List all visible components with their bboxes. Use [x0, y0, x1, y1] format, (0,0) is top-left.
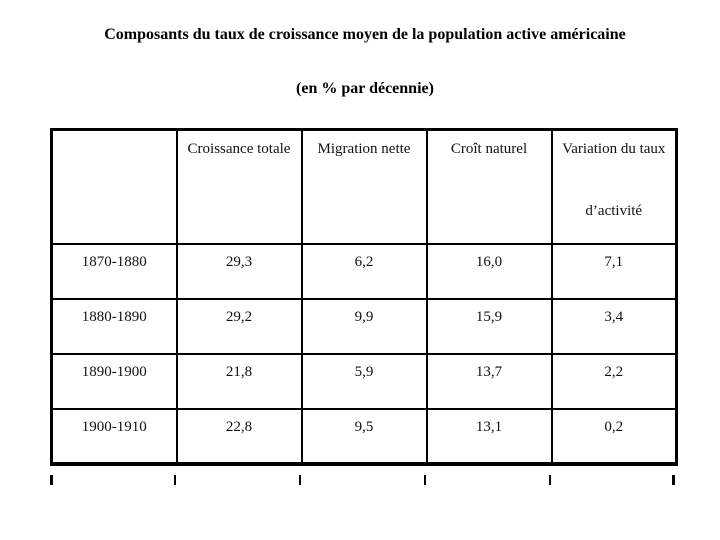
cutoff-row-rule: [549, 475, 551, 485]
col-header-croit-naturel: Croît naturel: [425, 128, 553, 245]
table-cell: 29,2: [175, 297, 303, 355]
col-header-label: Migration nette: [317, 141, 411, 157]
col-header-migration-nette: Migration nette: [300, 128, 428, 245]
table-cell: 7,1: [550, 242, 678, 300]
table-cell: 13,7: [425, 352, 553, 410]
growth-components-table: Croissance totale Migration nette Croît …: [50, 128, 678, 466]
cutoff-row-rule: [672, 475, 675, 485]
col-header-label-line2: d’activité: [585, 203, 643, 219]
col-header-label: Croît naturel: [450, 141, 528, 157]
table-cell: 15,9: [425, 297, 553, 355]
cutoff-row-rule: [174, 475, 176, 485]
row-label: 1870-1880: [50, 242, 178, 300]
table-row: 1890-1900 21,8 5,9 13,7 2,2: [50, 352, 678, 410]
page-title: Composants du taux de croissance moyen d…: [104, 26, 626, 43]
table-cell: 9,9: [300, 297, 428, 355]
page-subtitle: (en % par décennie): [296, 80, 434, 97]
row-label: 1890-1900: [50, 352, 178, 410]
table-row: 1870-1880 29,3 6,2 16,0 7,1: [50, 242, 678, 300]
table-row: 1880-1890 29,2 9,9 15,9 3,4: [50, 297, 678, 355]
table-cell: 6,2: [300, 242, 428, 300]
table-cell: 21,8: [175, 352, 303, 410]
table-cell: 16,0: [425, 242, 553, 300]
table-cell: 9,5: [300, 407, 428, 465]
table-cell: 3,4: [550, 297, 678, 355]
table-row: 1900-1910 22,8 9,5 13,1 0,2: [50, 407, 678, 465]
cutoff-row-rule: [50, 475, 53, 485]
table-cell: 5,9: [300, 352, 428, 410]
header-row: Croissance totale Migration nette Croît …: [50, 128, 678, 245]
row-label: 1880-1890: [50, 297, 178, 355]
corner-cell: [50, 128, 178, 245]
col-header-croissance-totale: Croissance totale: [175, 128, 303, 245]
table-cell: 29,3: [175, 242, 303, 300]
row-label: 1900-1910: [50, 407, 178, 465]
col-header-variation-taux-activite: Variation du taux d’activité: [550, 128, 678, 245]
table-cell: 13,1: [425, 407, 553, 465]
table-cell: 2,2: [550, 352, 678, 410]
table-cell: 0,2: [550, 407, 678, 465]
col-header-label: Croissance totale: [187, 141, 291, 157]
cutoff-row-rule: [424, 475, 426, 485]
cutoff-row-rule: [299, 475, 301, 485]
col-header-label-line1: Variation du taux: [562, 141, 666, 157]
table-cell: 22,8: [175, 407, 303, 465]
